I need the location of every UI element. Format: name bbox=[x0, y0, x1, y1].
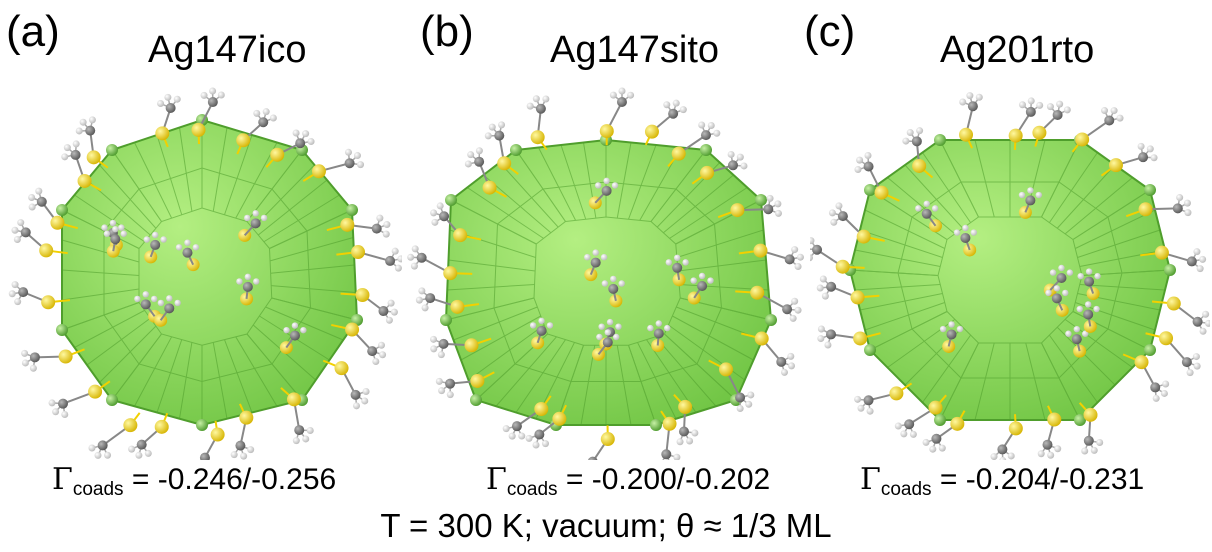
cluster-image-rto bbox=[810, 92, 1210, 460]
panel-title: Ag147ico bbox=[148, 29, 307, 71]
panel-title: Ag147sito bbox=[550, 29, 720, 71]
gamma-value: Γcoads = -0.204/-0.231 bbox=[860, 462, 1145, 500]
cluster-image-icosahedral bbox=[8, 87, 402, 460]
gamma-value: Γcoads = -0.246/-0.256 bbox=[52, 462, 337, 500]
panel-title: Ag201rto bbox=[940, 29, 1095, 71]
conditions-caption: T = 300 K; vacuum; θ ≈ 1/3 ML bbox=[380, 507, 832, 544]
panel-label: (c) bbox=[804, 7, 856, 56]
panel-ag147ico: (a) Ag147ico Γcoads = -0.246/-0.256 bbox=[0, 0, 404, 500]
panel-label: (a) bbox=[6, 7, 60, 56]
cluster-image-sito bbox=[407, 87, 804, 460]
panel-label: (b) bbox=[420, 7, 474, 56]
gamma-value: Γcoads = -0.200/-0.202 bbox=[486, 462, 771, 500]
panel-ag147sito: (b) Ag147sito Γcoads = -0.200/-0.202 bbox=[404, 0, 808, 500]
panel-ag201rto: (c) Ag201rto Γcoads = -0.204/-0.231 bbox=[804, 0, 1212, 500]
